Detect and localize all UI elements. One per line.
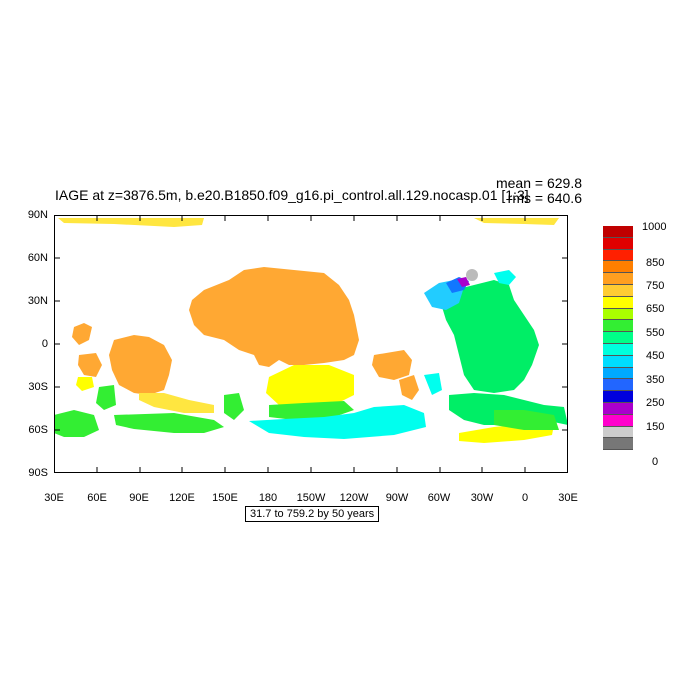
y-label-0: 0 xyxy=(41,338,48,350)
colorbar-label-550: 550 xyxy=(646,327,665,339)
field-mexico-orange xyxy=(372,350,412,380)
field-pacific-yellow xyxy=(266,365,354,407)
field-arabian-orange xyxy=(72,323,92,345)
field-south-green-4 xyxy=(224,393,244,420)
field-africa-orange xyxy=(78,353,102,377)
contour-range-label: 31.7 to 759.2 by 50 years xyxy=(245,506,380,522)
colorbar-swatch xyxy=(603,414,633,427)
colorbar-label-250: 250 xyxy=(646,397,665,409)
map-fields xyxy=(54,218,568,443)
colorbar-swatch xyxy=(603,273,633,285)
x-label-150e: 150E xyxy=(212,492,238,504)
colorbar-swatch xyxy=(603,402,633,415)
field-indian-orange xyxy=(109,335,172,395)
x-label-90w: 90W xyxy=(385,492,409,504)
field-south-green-1 xyxy=(54,410,99,437)
mean-stat: mean = 629.8 xyxy=(495,175,582,191)
field-natl-gray xyxy=(466,269,478,281)
map-border xyxy=(54,215,568,473)
y-label-90n: 90N xyxy=(27,209,48,221)
x-label-120w: 120W xyxy=(339,492,369,504)
field-pacific-green xyxy=(269,401,354,420)
colorbar xyxy=(603,226,633,451)
colorbar-label-1000: 1000 xyxy=(642,221,667,233)
x-label-120e: 120E xyxy=(169,492,195,504)
colorbar-swatch xyxy=(603,332,633,344)
field-south-green-2 xyxy=(96,385,116,410)
colorbar-swatch xyxy=(603,226,633,238)
colorbar-swatch xyxy=(603,261,633,274)
field-atlantic-cyan xyxy=(424,373,442,395)
colorbar-swatch xyxy=(603,379,633,392)
field-south-cyan xyxy=(249,405,426,439)
field-peru-orange xyxy=(399,375,419,400)
colorbar-label-0: 0 xyxy=(652,456,659,468)
field-africa-yellow xyxy=(76,377,94,391)
rms-stat: rms = 640.6 xyxy=(507,190,582,206)
y-label-60n: 60N xyxy=(27,252,48,264)
colorbar-swatch xyxy=(603,367,633,380)
map-plot xyxy=(54,215,568,473)
y-label-30s: 30S xyxy=(28,381,48,393)
colorbar-swatch xyxy=(603,284,633,297)
field-arctic-left xyxy=(58,218,204,227)
x-label-180: 180 xyxy=(258,492,278,504)
x-label-30e: 30E xyxy=(44,492,64,504)
colorbar-swatch xyxy=(603,438,633,451)
field-natl-purple xyxy=(457,277,470,287)
x-label-30e-right: 30E xyxy=(558,492,578,504)
x-label-0: 0 xyxy=(521,492,529,504)
colorbar-swatch xyxy=(603,426,633,439)
x-label-60w: 60W xyxy=(427,492,451,504)
colorbar-swatch xyxy=(603,320,633,333)
field-indian-yellow xyxy=(139,393,214,413)
colorbar-label-850: 850 xyxy=(646,257,665,269)
colorbar-swatch xyxy=(603,343,633,356)
field-south-atlantic-lime xyxy=(494,410,559,430)
field-atlantic-green xyxy=(439,280,539,393)
x-label-150w: 150W xyxy=(296,492,326,504)
plot-title: IAGE at z=3876.5m, b.e20.B1850.f09_g16.p… xyxy=(55,187,529,203)
x-label-90e: 90E xyxy=(129,492,149,504)
y-label-90s: 90S xyxy=(28,467,48,479)
stats-box: mean = 629.8 rms = 640.6 xyxy=(470,176,582,206)
colorbar-label-750: 750 xyxy=(646,280,665,292)
field-arctic-right xyxy=(474,218,559,225)
colorbar-swatch xyxy=(603,249,633,262)
colorbar-label-650: 650 xyxy=(646,303,665,315)
colorbar-swatch xyxy=(603,355,633,368)
field-south-green-3 xyxy=(114,413,224,433)
y-label-60s: 60S xyxy=(28,424,48,436)
colorbar-swatch xyxy=(603,391,633,403)
y-label-30n: 30N xyxy=(27,295,48,307)
colorbar-swatch xyxy=(603,308,633,321)
colorbar-label-150: 150 xyxy=(646,421,665,433)
colorbar-label-350: 350 xyxy=(646,374,665,386)
x-label-30w: 30W xyxy=(470,492,494,504)
x-label-60e: 60E xyxy=(87,492,107,504)
field-natl-cyan xyxy=(494,270,516,285)
colorbar-swatch xyxy=(603,296,633,309)
colorbar-label-450: 450 xyxy=(646,350,665,362)
colorbar-swatch xyxy=(603,237,633,250)
field-pacific-orange xyxy=(189,267,359,367)
